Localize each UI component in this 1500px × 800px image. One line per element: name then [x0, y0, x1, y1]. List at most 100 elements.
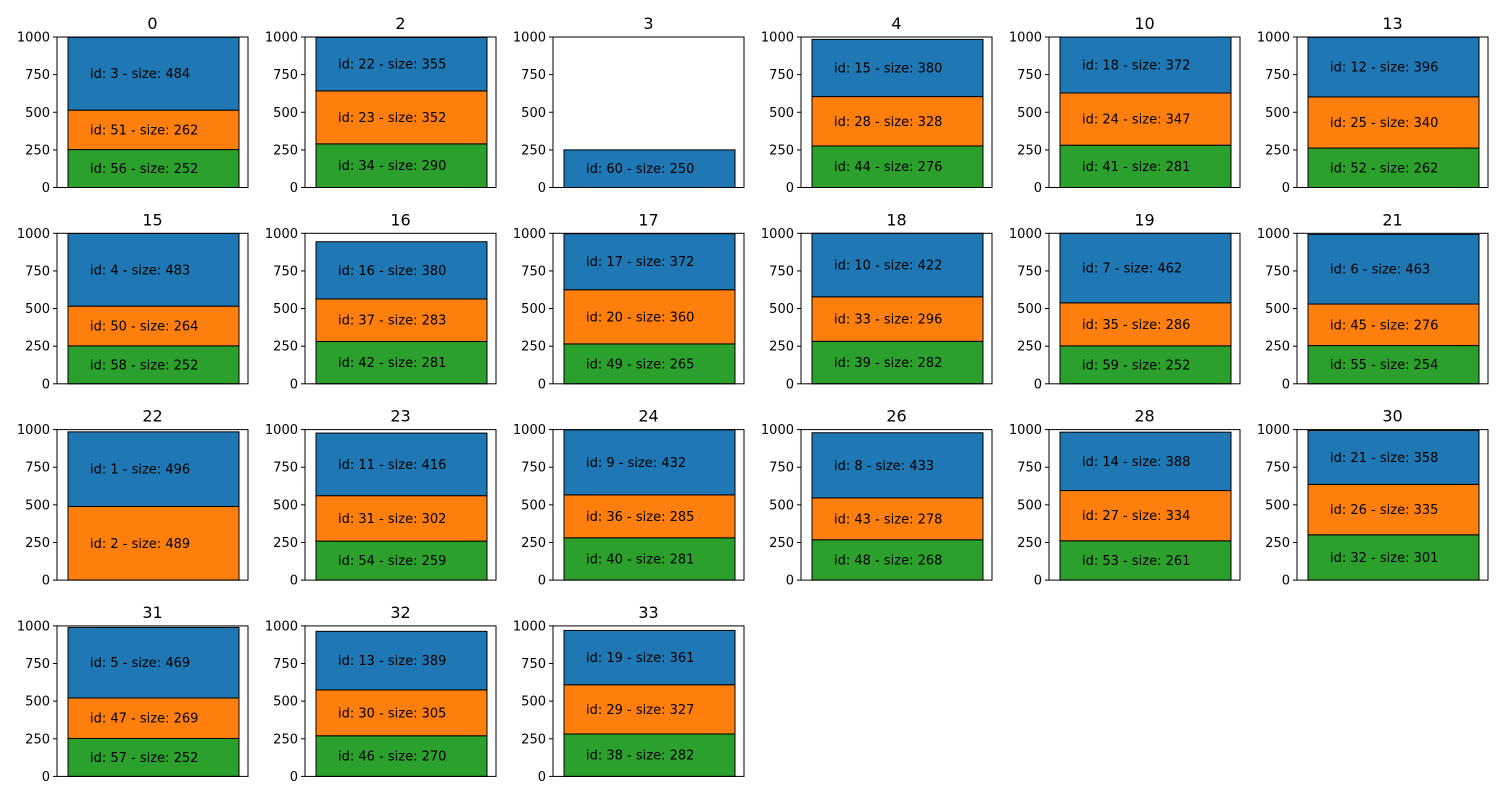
y-tick-label: 250: [1017, 536, 1042, 551]
y-tick-label: 750: [273, 264, 298, 279]
bar-segment: [1307, 96, 1480, 149]
y-tick-label: 750: [273, 68, 298, 83]
segment-label: id: 4 - size: 483: [90, 263, 190, 278]
y-tick-label: 250: [1265, 536, 1290, 551]
subplot-0: 0 id: 56 - size: 252 id: 51 - size: 262 id:…: [17, 14, 249, 196]
bar-segment: [315, 90, 488, 145]
subplot-title: 3: [643, 14, 653, 33]
segment-label: id: 44 - size: 276: [834, 160, 942, 175]
subplot-23: 23 id: 54 - size: 259 id: 31 - size: 302 id…: [265, 407, 497, 589]
segment-label: id: 12 - size: 396: [1330, 61, 1438, 76]
y-tick-label: 250: [1265, 340, 1290, 355]
segment-label: id: 59 - size: 252: [1082, 358, 1190, 373]
y-tick-label: 0: [1282, 181, 1290, 196]
segment-label: id: 35 - size: 286: [1082, 318, 1190, 333]
segment-label: id: 5 - size: 469: [90, 656, 190, 671]
subplot-22: 22 id: 2 - size: 489 id: 1 - size: 496 0 250…: [17, 407, 249, 589]
y-tick-label: 0: [290, 770, 298, 785]
y-tick-label: 500: [1265, 106, 1290, 121]
y-tick-label: 250: [273, 143, 298, 158]
y-tick-label: 250: [521, 143, 546, 158]
y-tick-label: 500: [1017, 106, 1042, 121]
y-tick-label: 1000: [1009, 227, 1042, 242]
y-tick-label: 0: [1034, 574, 1042, 589]
y-tick-label: 1000: [761, 227, 794, 242]
bar-segment: [315, 432, 488, 497]
subplot-21: 21 id: 55 - size: 254 id: 45 - size: 276 id…: [1257, 210, 1489, 392]
y-tick-label: 750: [25, 461, 50, 476]
bar-segment: [563, 289, 736, 345]
y-tick-label: 750: [273, 461, 298, 476]
segment-label: id: 1 - size: 496: [90, 463, 190, 478]
y-tick-label: 750: [521, 657, 546, 672]
y-tick-label: 1000: [1257, 31, 1290, 46]
bar-segment: [811, 296, 984, 342]
y-tick-label: 250: [521, 536, 546, 551]
bar-segment: [1059, 232, 1232, 304]
segment-label: id: 31 - size: 302: [338, 512, 446, 527]
y-tick-label: 0: [1282, 574, 1290, 589]
y-tick-label: 500: [1265, 302, 1290, 317]
y-tick-label: 250: [25, 143, 50, 158]
segment-label: id: 34 - size: 290: [338, 159, 446, 174]
subplot-title: 4: [891, 14, 901, 33]
segment-label: id: 39 - size: 282: [834, 356, 942, 371]
y-tick-label: 750: [1017, 68, 1042, 83]
bar-segment: [1307, 430, 1480, 485]
segment-label: id: 3 - size: 484: [90, 67, 190, 82]
subplot-16: 16 id: 42 - size: 281 id: 37 - size: 283 id…: [265, 210, 497, 392]
y-tick-label: 500: [1265, 498, 1290, 513]
segment-label: id: 38 - size: 282: [586, 749, 694, 764]
segment-label: id: 15 - size: 380: [834, 62, 942, 77]
subplot-32: 32 id: 46 - size: 270 id: 30 - size: 305 id…: [265, 603, 497, 785]
y-tick-label: 250: [25, 732, 50, 747]
y-tick-label: 500: [273, 695, 298, 710]
y-tick-label: 1000: [1009, 423, 1042, 438]
subplot-13: 13 id: 52 - size: 262 id: 25 - size: 340 id…: [1257, 14, 1489, 196]
subplot-title: 21: [1382, 210, 1402, 229]
subplot-24: 24 id: 40 - size: 281 id: 36 - size: 285 id…: [513, 407, 745, 589]
subplot-3: 3 id: 60 - size: 250 0 250 500 750 1000: [513, 14, 745, 196]
bar-segment: [811, 96, 984, 147]
y-tick-label: 250: [273, 340, 298, 355]
y-tick-label: 250: [1265, 143, 1290, 158]
y-tick-label: 1000: [1257, 227, 1290, 242]
subplot-title: 32: [390, 603, 410, 622]
y-tick-label: 1000: [17, 619, 50, 634]
y-tick-label: 750: [769, 461, 794, 476]
subplot-title: 33: [638, 603, 658, 622]
segment-label: id: 30 - size: 305: [338, 706, 446, 721]
bar-segment: [315, 341, 488, 385]
y-tick-label: 750: [1265, 68, 1290, 83]
y-tick-label: 1000: [513, 227, 546, 242]
y-tick-label: 750: [273, 657, 298, 672]
segment-label: id: 48 - size: 268: [834, 553, 942, 568]
bar-segment: [1059, 345, 1232, 385]
y-tick-label: 500: [521, 498, 546, 513]
subplot-33: 33 id: 38 - size: 282 id: 29 - size: 327 id…: [513, 603, 745, 785]
bar-segment: [315, 689, 488, 737]
y-tick-label: 0: [786, 181, 794, 196]
y-tick-label: 1000: [17, 423, 50, 438]
bar-segment: [811, 38, 984, 98]
subplot-title: 2: [395, 14, 405, 33]
y-tick-label: 250: [25, 340, 50, 355]
bar-segment: [67, 109, 240, 151]
bar-segment: [1307, 303, 1480, 347]
y-tick-label: 750: [1017, 461, 1042, 476]
segment-label: id: 10 - size: 422: [834, 259, 942, 274]
y-tick-label: 0: [42, 377, 50, 392]
segment-label: id: 16 - size: 380: [338, 264, 446, 279]
bar-segment: [1059, 431, 1232, 492]
segment-label: id: 47 - size: 269: [90, 712, 198, 727]
y-tick-label: 1000: [513, 619, 546, 634]
y-tick-label: 0: [42, 770, 50, 785]
segment-label: id: 28 - size: 328: [834, 115, 942, 130]
subplot-title: 13: [1382, 14, 1402, 33]
y-tick-label: 750: [1017, 264, 1042, 279]
segment-label: id: 14 - size: 388: [1082, 455, 1190, 470]
segment-label: id: 17 - size: 372: [586, 255, 694, 270]
bar-segment: [1307, 36, 1480, 98]
segment-label: id: 54 - size: 259: [338, 554, 446, 569]
